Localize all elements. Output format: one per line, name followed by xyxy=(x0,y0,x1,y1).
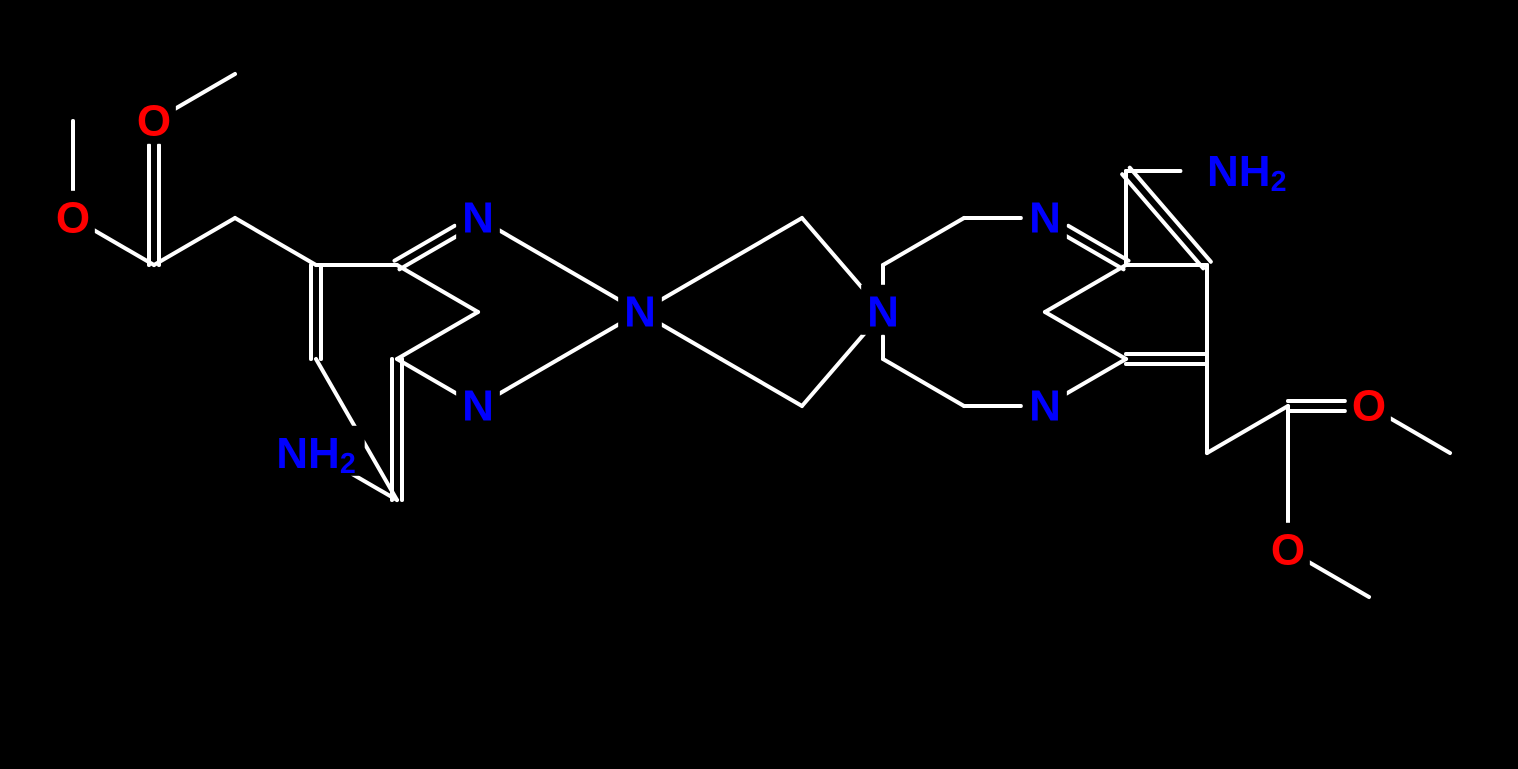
atom-label-text: O xyxy=(1271,526,1305,575)
atom-label-text: O xyxy=(1352,382,1386,431)
atom-label-text: N xyxy=(624,288,656,337)
atom-label: N xyxy=(618,285,662,337)
atom-label-text: O xyxy=(56,194,90,243)
atom-label-text: N xyxy=(462,382,494,431)
atom-label-text: N xyxy=(462,194,494,243)
atom-label: N xyxy=(456,379,500,431)
atom-label-text: N xyxy=(1029,382,1061,431)
atom-label-text: N xyxy=(867,288,899,337)
atom-label: N xyxy=(1023,191,1067,243)
canvas-background xyxy=(0,0,1518,769)
atom-label: O xyxy=(51,191,95,243)
atom-label-text: O xyxy=(137,97,171,146)
atom-label: O xyxy=(1347,379,1391,431)
atom-label: N xyxy=(861,285,905,337)
atom-label: N xyxy=(1023,379,1067,431)
atom-label: N xyxy=(456,191,500,243)
molecule-diagram: NNNH2OONNNNNH2OO xyxy=(0,0,1518,769)
atom-label: O xyxy=(1266,523,1310,575)
atom-label-text: N xyxy=(1029,194,1061,243)
atom-label: NH2 xyxy=(1189,144,1286,198)
atom-label: O xyxy=(132,94,176,146)
atom-label: NH2 xyxy=(267,426,364,480)
